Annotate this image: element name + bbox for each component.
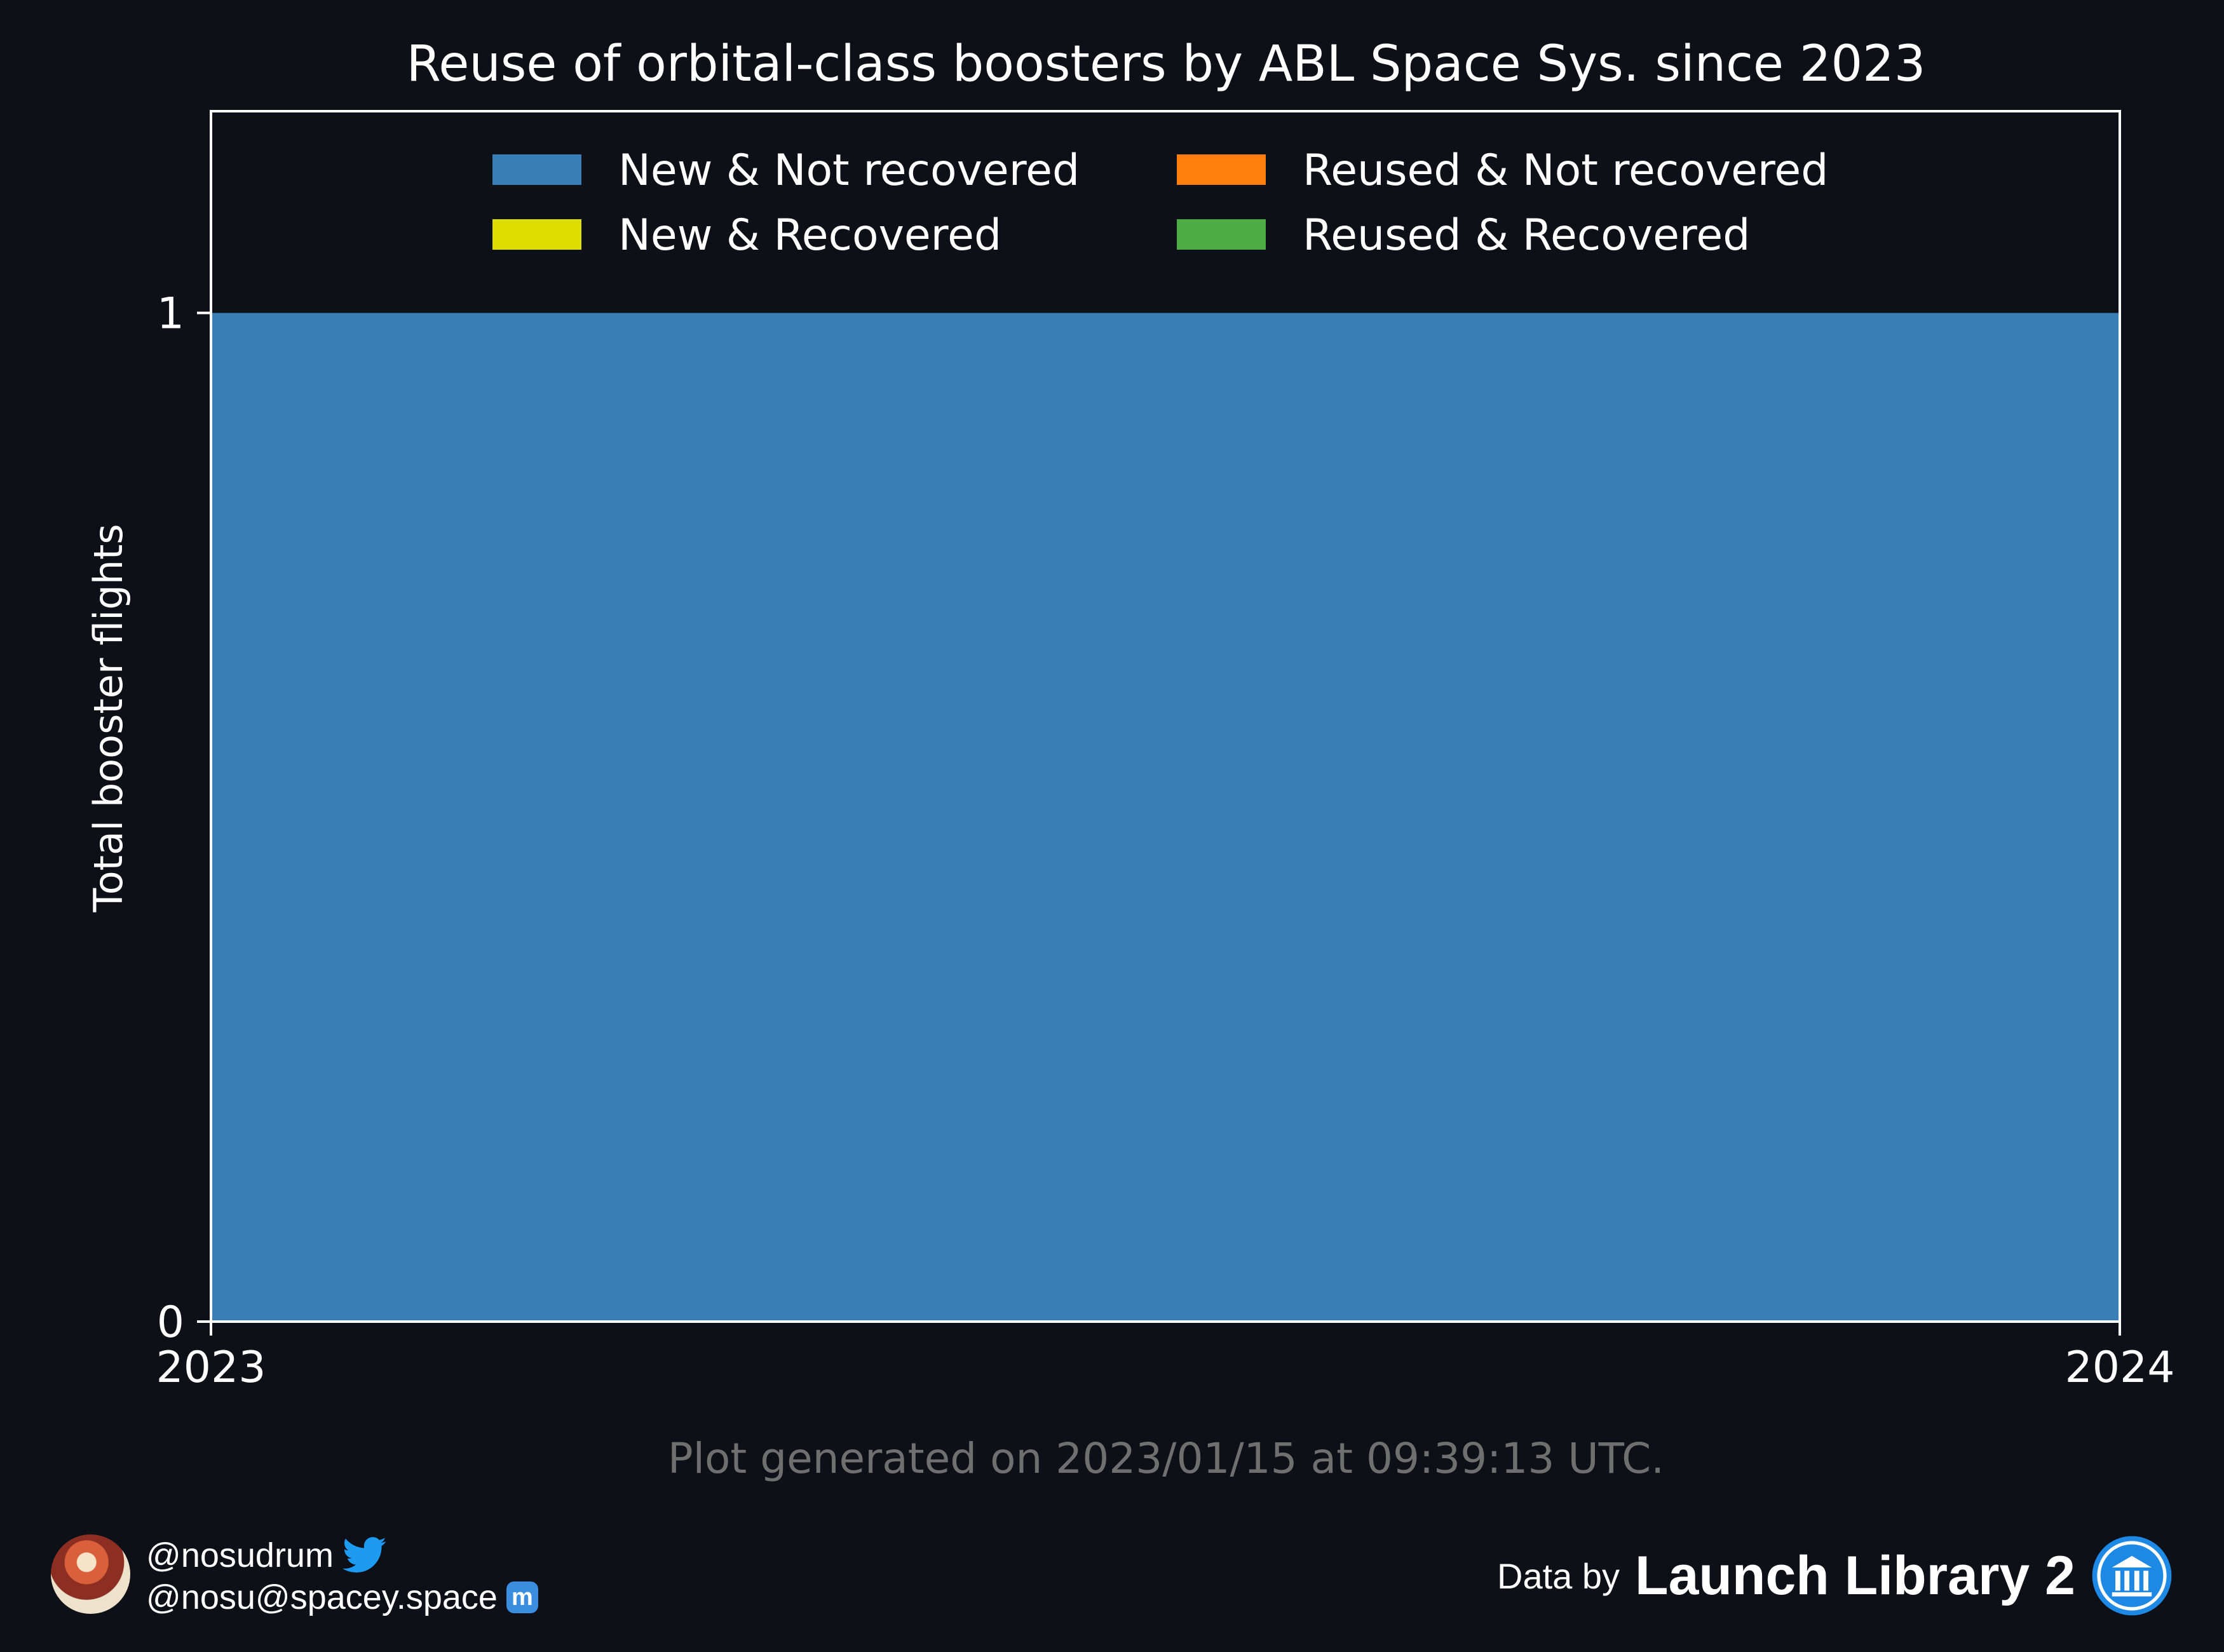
legend-label: New & Not recovered <box>618 146 1080 196</box>
area-series-0 <box>211 313 2120 1322</box>
legend-label: Reused & Recovered <box>1303 210 1750 261</box>
legend-label: New & Recovered <box>618 210 1001 261</box>
legend: New & Not recovered New & Recovered Reused… <box>492 146 1828 261</box>
mastodon-icon: m <box>506 1581 538 1613</box>
plot-area: 2023 2024 0 1 <box>156 110 2175 1393</box>
launch-library-label[interactable]: Launch Library 2 <box>1635 1545 2075 1606</box>
plot-generated-note: Plot generated on 2023/01/15 at 09:39:13… <box>668 1434 1664 1483</box>
legend-swatch <box>1177 219 1266 250</box>
handles: @nosudrum @nosu@spacey.space m <box>146 1534 538 1618</box>
legend-label: Reused & Not recovered <box>1303 146 1828 196</box>
x-tick-label: 2023 <box>156 1343 266 1393</box>
mastodon-handle[interactable]: @nosu@spacey.space <box>146 1578 498 1616</box>
twitter-handle[interactable]: @nosudrum <box>146 1536 334 1574</box>
legend-swatch <box>1177 154 1266 185</box>
data-by-label: Data by <box>1497 1555 1620 1596</box>
launch-library-icon <box>2092 1536 2172 1616</box>
x-tick-label: 2024 <box>2065 1343 2174 1393</box>
plot-frame <box>210 110 2121 1323</box>
legend-swatch <box>492 154 581 185</box>
data-source-credit: Data by Launch Library 2 <box>1497 1531 2173 1620</box>
y-axis-label: Total booster flights <box>85 524 132 912</box>
legend-swatch <box>492 219 581 250</box>
chart-title: Reuse of orbital-class boosters by ABL S… <box>407 36 1926 93</box>
y-tick-label: 1 <box>157 289 184 339</box>
twitter-bird-icon <box>342 1537 386 1573</box>
avatar <box>51 1534 130 1614</box>
y-tick-label: 0 <box>157 1297 184 1348</box>
